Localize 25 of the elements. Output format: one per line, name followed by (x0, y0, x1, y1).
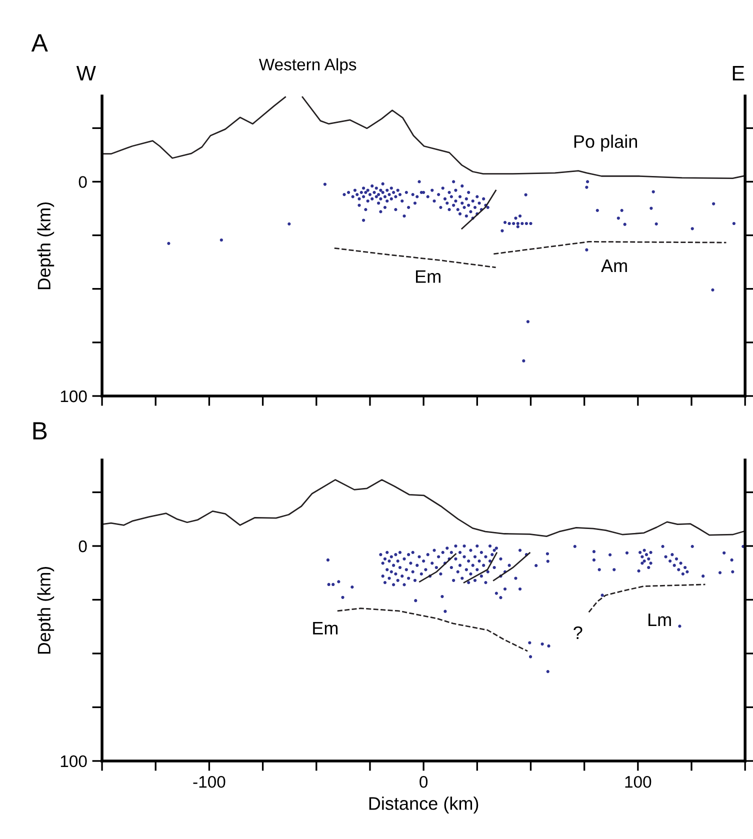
annotation: Em (313, 622, 338, 634)
text: E (732, 66, 744, 80)
annotation: ? (574, 626, 582, 639)
text: B (33, 422, 47, 440)
x-tick-label: 100 (625, 776, 652, 788)
line-series (102, 479, 746, 538)
y-tick-label: 100 (60, 390, 87, 402)
text: Western Alps (258, 58, 356, 74)
y-axis-title: Depth (km) (37, 202, 54, 290)
line-series (336, 608, 528, 652)
text: A (31, 34, 48, 52)
x-axis-title: Distance (km) (369, 796, 478, 814)
y-axis-title: Depth (km) (37, 566, 54, 654)
annotation: Em (416, 270, 440, 283)
annotation: Am (601, 260, 627, 272)
annotation: Lm (648, 614, 671, 626)
x-tick-label: -100 (193, 776, 226, 788)
line-series (588, 584, 706, 613)
text: W (76, 66, 96, 80)
line-series (334, 247, 496, 268)
y-tick-label: 100 (60, 755, 87, 768)
x-tick-label: 0 (420, 776, 428, 788)
annotation: Po plain (574, 134, 638, 152)
y-tick-label: 0 (78, 176, 87, 188)
y-tick-label: 0 (78, 540, 87, 552)
